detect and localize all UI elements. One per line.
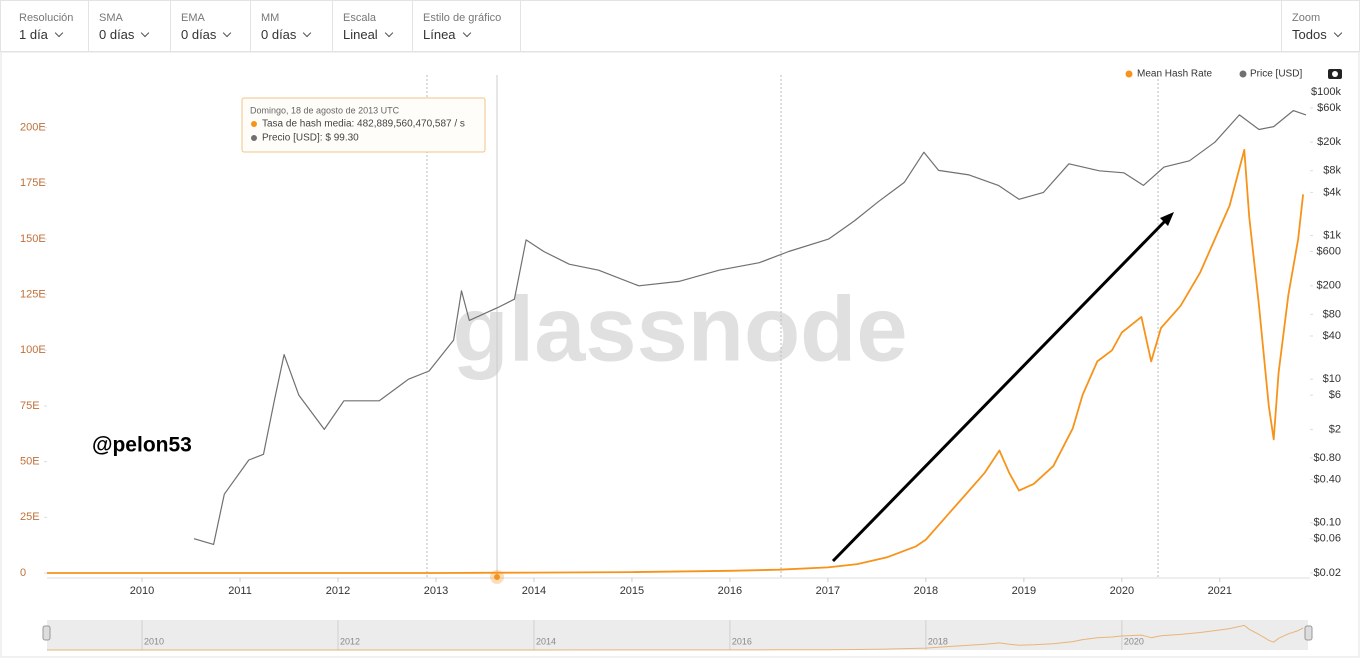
tooltip-dot bbox=[251, 121, 257, 127]
toolbar-label[interactable]: Escala bbox=[343, 12, 377, 24]
toolbar-value[interactable]: 0 días bbox=[181, 27, 250, 42]
y2-tick-label: $40 bbox=[1323, 330, 1341, 342]
navigator-label: 2018 bbox=[928, 636, 948, 646]
toolbar-label[interactable]: Resolución bbox=[19, 12, 74, 24]
y-tick-label: 25E bbox=[20, 511, 40, 523]
y2-tick-label: $0.80 bbox=[1313, 452, 1341, 464]
y2-tick-label: $0.02 bbox=[1313, 567, 1341, 579]
arrow-head bbox=[1160, 212, 1174, 226]
navigator-line bbox=[47, 624, 1304, 651]
toolbar-label[interactable]: SMA bbox=[99, 12, 123, 24]
x-tick-label: 2015 bbox=[620, 585, 644, 597]
y2-tick-label: $8k bbox=[1323, 165, 1341, 177]
y-tick-label: 0 bbox=[20, 567, 26, 579]
tooltip-dot bbox=[251, 135, 257, 141]
toolbar-item[interactable]: EMA 0 días bbox=[171, 1, 251, 52]
toolbar-value[interactable]: Lineal bbox=[343, 27, 412, 42]
tooltip-box bbox=[241, 97, 486, 153]
y2-tick-label: $0.10 bbox=[1313, 517, 1341, 529]
y2-tick-label: $0.06 bbox=[1313, 533, 1341, 545]
legend-swatch bbox=[1125, 70, 1133, 78]
x-tick-label: 2020 bbox=[1110, 585, 1134, 597]
y-tick-label: 150E bbox=[20, 233, 46, 245]
y2-tick-label: $4k bbox=[1323, 186, 1341, 198]
y2-tick-label: $0.40 bbox=[1313, 473, 1341, 485]
x-tick-label: 2011 bbox=[228, 585, 252, 597]
y-tick-label: 50E bbox=[20, 456, 40, 468]
price-line bbox=[193, 110, 1307, 545]
arrow-line bbox=[831, 216, 1170, 563]
hover-point bbox=[494, 574, 500, 580]
y2-tick-label: $1k bbox=[1323, 230, 1341, 242]
x-tick-label: 2021 bbox=[1208, 585, 1232, 597]
navigator-handle[interactable] bbox=[1304, 625, 1313, 641]
x-tick-label: 2014 bbox=[522, 585, 546, 597]
toolbar-item[interactable]: MM 0 días bbox=[251, 1, 333, 52]
chart: glassnode 2010 2011 2012 2013 2014 2015 2016 20… bbox=[0, 52, 1360, 658]
toolbar-label[interactable]: EMA bbox=[181, 12, 205, 24]
x-tick-label: 2010 bbox=[130, 585, 154, 597]
toolbar-item[interactable]: Resolución 1 día bbox=[9, 1, 89, 52]
y-tick-label: 175E bbox=[20, 177, 46, 189]
tooltip-price: Precio [USD]: $ 99.30 bbox=[262, 133, 359, 144]
navigator-label: 2014 bbox=[536, 636, 556, 646]
legend-label[interactable]: Price [USD] bbox=[1250, 69, 1302, 80]
x-tick-label: 2013 bbox=[424, 585, 448, 597]
navigator-label: 2010 bbox=[144, 636, 164, 646]
x-tick-label: 2012 bbox=[326, 585, 350, 597]
toolbar-value[interactable]: 1 día bbox=[19, 27, 88, 42]
y-tick-label: 125E bbox=[20, 289, 46, 301]
camera-lens[interactable] bbox=[1332, 71, 1338, 77]
toolbar-item[interactable]: Zoom Todos bbox=[1281, 1, 1360, 52]
x-tick-label: 2019 bbox=[1012, 585, 1036, 597]
x-tick-label: 2018 bbox=[914, 585, 938, 597]
toolbar-value[interactable]: Línea bbox=[423, 27, 520, 42]
y2-tick-label: $200 bbox=[1317, 280, 1341, 292]
toolbar-item[interactable]: SMA 0 días bbox=[89, 1, 171, 52]
tooltip-hash: Tasa de hash media: 482,889,560,470,587 … bbox=[262, 119, 465, 130]
y2-tick-label: $10 bbox=[1323, 373, 1341, 385]
tooltip-date: Domingo, 18 de agosto de 2013 UTC bbox=[250, 105, 400, 115]
y2-tick-label: $80 bbox=[1323, 308, 1341, 320]
toolbar: Resolución 1 día SMA 0 días EMA 0 días MM 0 día… bbox=[0, 0, 1360, 52]
y2-tick-label: $20k bbox=[1317, 136, 1341, 148]
y2-tick-label: $60k bbox=[1317, 102, 1341, 114]
toolbar-label[interactable]: Zoom bbox=[1292, 12, 1321, 24]
legend-swatch bbox=[1239, 70, 1247, 78]
legend-label[interactable]: Mean Hash Rate bbox=[1137, 69, 1212, 80]
navigator-label: 2020 bbox=[1124, 636, 1144, 646]
toolbar-label[interactable]: MM bbox=[261, 12, 280, 24]
x-tick-label: 2017 bbox=[816, 585, 840, 597]
watermark: glassnode bbox=[452, 278, 907, 380]
toolbar-label[interactable]: Estilo de gráfico bbox=[423, 12, 502, 24]
hash-line bbox=[47, 149, 1304, 574]
toolbar-value[interactable]: 0 días bbox=[99, 27, 170, 42]
navigator-label: 2016 bbox=[732, 636, 752, 646]
y2-tick-label: $6 bbox=[1329, 389, 1341, 401]
y2-tick-label: $2 bbox=[1329, 423, 1341, 435]
toolbar-value[interactable]: Todos bbox=[1292, 27, 1360, 42]
x-tick-label: 2016 bbox=[718, 585, 742, 597]
annotation: @pelon53 bbox=[92, 434, 192, 457]
chart-frame bbox=[0, 52, 1360, 658]
toolbar-item[interactable]: Escala Lineal bbox=[333, 1, 413, 52]
y-tick-label: 200E bbox=[20, 122, 46, 134]
navigator-label: 2012 bbox=[340, 636, 360, 646]
y2-tick-label: $600 bbox=[1317, 245, 1341, 257]
navigator[interactable] bbox=[47, 620, 1308, 650]
y-tick-label: 75E bbox=[20, 400, 40, 412]
tooltip: Domingo, 18 de agosto de 2013 UTC Tasa d… bbox=[241, 97, 486, 153]
camera-icon[interactable] bbox=[1328, 69, 1342, 79]
toolbar-item[interactable]: Estilo de gráfico Línea bbox=[413, 1, 521, 52]
navigator-handle[interactable] bbox=[42, 625, 51, 641]
y2-tick-label: $100k bbox=[1311, 86, 1341, 98]
y-tick-label: 100E bbox=[20, 344, 46, 356]
toolbar-value[interactable]: 0 días bbox=[261, 27, 332, 42]
